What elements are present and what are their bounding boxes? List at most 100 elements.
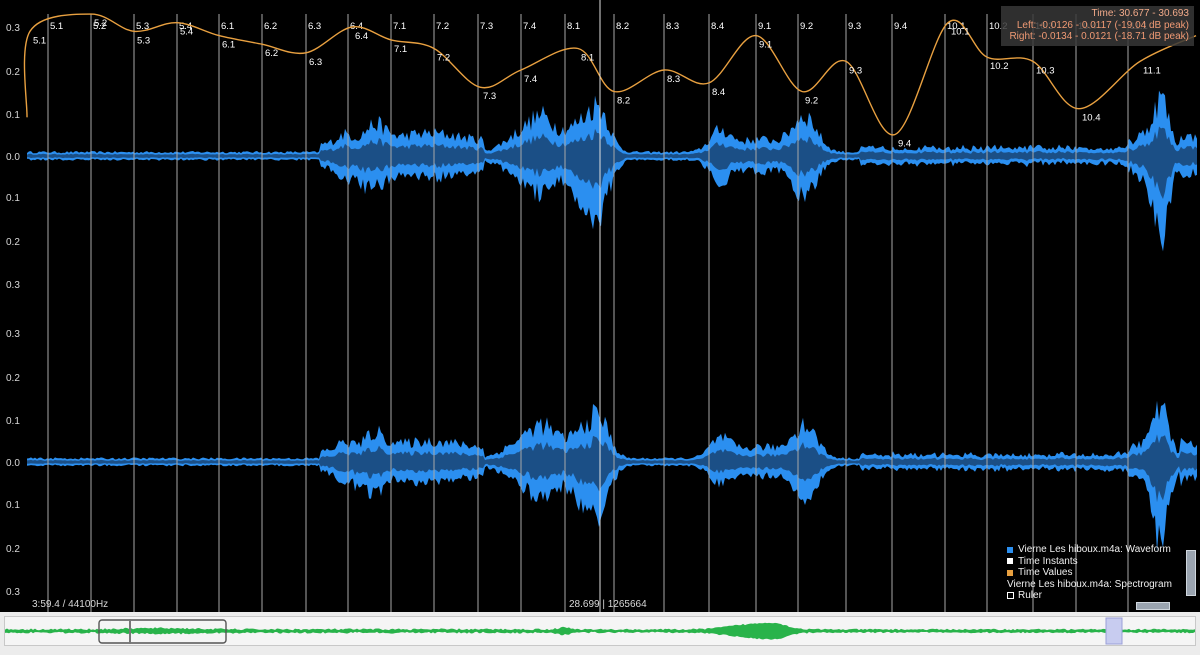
info-time: Time: 30.677 - 30.693 [1091,8,1189,19]
time-instants-layer[interactable]: 5.1 5.2 5.3 5.4 6.1 6.2 6.3 6.4 7.1 7.2 7.3 7.4 8.1 8… [47,14,1148,612]
axis-tick-label: 0.1 [6,416,20,427]
time-value-label: 6.1 [222,40,235,51]
axis-tick-label: 0.2 [6,237,20,248]
axis-tick-label: 0.2 [6,373,20,384]
time-value-label: 7.1 [394,44,407,55]
time-instant-label: 9.1 [758,21,771,32]
waveform-shape [27,400,1197,552]
overview-viewport-box[interactable] [98,619,227,644]
axis-tick-label: 0.0 [6,458,20,469]
ruler-checkbox-icon [1007,592,1014,600]
time-instant-label: 6.2 [264,21,277,32]
time-instant-label: 7.1 [393,21,406,32]
time-value-label: 7.3 [483,91,496,102]
time-value-label: 8.1 [581,53,594,64]
time-instant-label: 6.3 [308,21,321,32]
legend-label: Time Values [1018,567,1073,578]
axis-tick-label: 0.0 [6,152,20,163]
axis-tick-label: 0.2 [6,544,20,555]
time-instant-label: 8.4 [711,21,724,32]
legend-time-values[interactable]: Time Values [1007,567,1172,579]
amplitude-axis: 0.3 0.2 0.1 0.0 0.1 0.2 0.3 0.3 0.2 0.1 0.0 0.1 0.2 0… [6,23,20,598]
legend-ruler[interactable]: Ruler [1007,590,1172,602]
waveform-rms-shape [27,434,1197,503]
time-value-label: 5.2 [94,18,107,29]
time-value-label: 8.3 [667,74,680,85]
measure-info-box: Time: 30.677 - 30.693 Left: -0.0126 - 0.… [1001,6,1194,46]
time-instant-label: 9.4 [894,21,907,32]
time-values-curve[interactable] [23,13,1197,136]
time-value-label: 8.2 [617,96,630,107]
cursor-readout: 28.699 | 1265664 [569,599,647,610]
time-instant-label: 7.4 [523,21,536,32]
time-instant-label: 7.2 [436,21,449,32]
overview-selection-box[interactable] [1105,617,1123,645]
waveform-right-channel [27,400,1197,552]
time-instant-label: 10.2 [989,21,1008,32]
time-value-label: 6.4 [355,31,368,42]
time-instant-label: 9.3 [848,21,861,32]
axis-tick-label: 0.1 [6,500,20,511]
time-value-label: 9.3 [849,65,862,76]
time-instant-label: 9.2 [800,21,813,32]
time-instant-label: 10.1 [947,21,966,32]
time-value-label: 6.3 [309,57,322,68]
time-instant-label: 5.2 [93,21,106,32]
waveform-rms-shape [27,126,1197,199]
legend-label: Ruler [1018,590,1042,601]
vertical-zoom-slider[interactable] [1186,550,1196,596]
legend-label: Vierne Les hiboux.m4a: Spectrogram [1007,578,1172,590]
axis-tick-label: 0.3 [6,587,20,598]
values-swatch-icon [1007,569,1013,576]
time-value-label: 5.3 [137,35,150,46]
overview-wave [5,622,1195,640]
horizontal-zoom-slider[interactable] [1136,602,1170,610]
legend-spectrogram[interactable]: Vierne Les hiboux.m4a: Spectrogram [1007,579,1172,591]
legend-label: Vierne Les hiboux.m4a: Waveform [1018,544,1171,555]
time-value-label: 9.4 [898,139,911,150]
waveform-shape [27,90,1197,252]
waveform-canvas[interactable]: 0.3 0.2 0.1 0.0 0.1 0.2 0.3 0.3 0.2 0.1 0.0 0.1 0.2 0… [0,0,1200,612]
time-value-label: 10.2 [990,61,1009,72]
time-value-label: 9.1 [759,40,772,51]
overview-pane[interactable] [4,616,1196,646]
time-instant-label: 6.1 [221,21,234,32]
legend-label: Time Instants [1018,555,1078,567]
time-instant-label: 5.3 [136,21,149,32]
axis-tick-label: 0.1 [6,110,20,121]
axis-tick-label: 0.2 [6,67,20,78]
instants-swatch-icon [1007,558,1013,565]
time-instant-label: 8.2 [616,21,629,32]
axis-tick-label: 0.3 [6,329,20,340]
time-instant-label: 8.3 [666,21,679,32]
time-value-label: 10.3 [1036,65,1055,76]
time-value-label: 7.4 [524,74,537,85]
time-value-label: 8.4 [712,87,725,98]
axis-tick-label: 0.3 [6,280,20,291]
time-value-label: 6.2 [265,48,278,59]
time-value-label: 10.1 [951,27,970,38]
waveform-swatch-icon [1007,546,1013,553]
time-value-label: 5.1 [33,35,46,46]
axis-tick-label: 0.1 [6,193,20,204]
time-value-label: 5.4 [180,27,193,38]
time-instant-label: 7.3 [480,21,493,32]
waveform-left-channel [27,90,1197,252]
pane-view[interactable]: 0.3 0.2 0.1 0.0 0.1 0.2 0.3 0.3 0.2 0.1 0.0 0.1 0.2 0… [0,0,1200,612]
time-instant-label: 8.1 [567,21,580,32]
time-instant-label: 5.1 [50,21,63,32]
time-value-label: 9.2 [805,96,818,107]
time-values-layer[interactable]: 5.1 5.2 5.3 5.4 6.1 6.2 6.3 6.4 7.1 7.2 7.3 7.4 8.1 8… [23,13,1197,150]
time-value-label: 11.1 [1143,65,1161,76]
time-value-label: 7.2 [437,53,450,64]
overview-waveform[interactable] [5,617,1195,645]
time-value-label: 10.4 [1082,113,1101,124]
legend-waveform[interactable]: Vierne Les hiboux.m4a: Waveform [1007,544,1172,556]
duration-readout: 3:59.4 / 44100Hz [32,599,109,610]
layer-legend: Vierne Les hiboux.m4a: Waveform Time Ins… [1007,544,1172,602]
info-left: Left: -0.0126 - 0.0117 (-19.04 dB peak) [1016,19,1189,31]
legend-time-instants[interactable]: Time Instants [1007,556,1172,568]
info-right: Right: -0.0134 - 0.0121 (-18.71 dB peak) [1009,31,1189,42]
axis-tick-label: 0.3 [6,23,20,34]
time-instant-label: 5.4 [179,21,192,32]
